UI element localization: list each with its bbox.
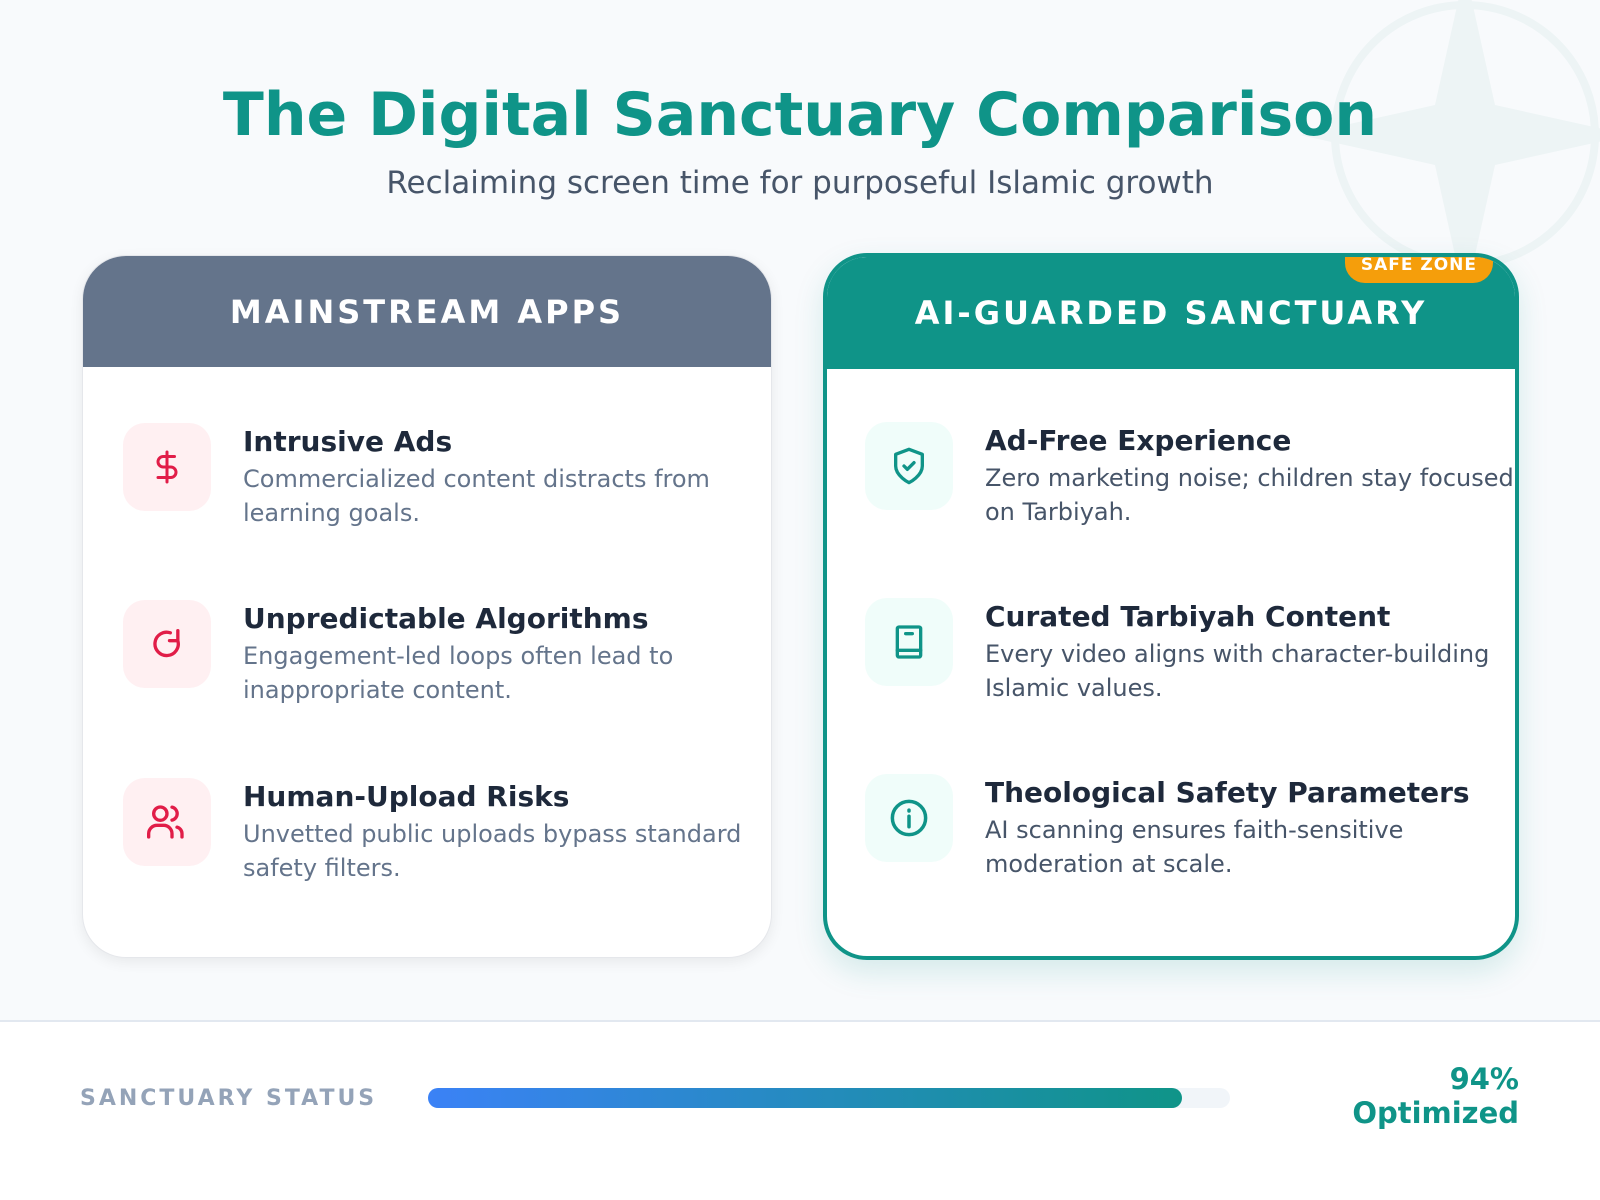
list-item: Ad-Free Experience Zero marketing noise; …: [865, 422, 1515, 529]
book-icon: [865, 598, 953, 686]
status-label: SANCTUARY STATUS: [80, 1086, 378, 1111]
item-description: Zero marketing noise; children stay focu…: [985, 464, 1514, 526]
list-item: Theological Safety Parameters AI scanning…: [865, 774, 1515, 881]
page-subtitle: Reclaiming screen time for purposeful Is…: [386, 165, 1214, 201]
status-text: Optimized: [1352, 1096, 1519, 1130]
ai-guarded-sanctuary-card: AI-GUARDED SANCTUARY SAFE ZONE Ad-Free E…: [823, 253, 1519, 960]
list-item: Intrusive Ads Commercialized content dist…: [123, 423, 771, 530]
info-icon: [865, 774, 953, 862]
item-title: Curated Tarbiyah Content: [985, 600, 1391, 633]
item-title: Human-Upload Risks: [243, 780, 570, 813]
item-description: Commercialized content distracts from le…: [243, 465, 710, 527]
list-item: Human-Upload Risks Unvetted public upload…: [123, 778, 771, 885]
status-percent: 94%: [1449, 1062, 1519, 1096]
item-title: Unpredictable Algorithms: [243, 602, 649, 635]
item-title: Theological Safety Parameters: [985, 776, 1470, 809]
page-title: The Digital Sanctuary Comparison: [222, 80, 1378, 150]
list-item: Curated Tarbiyah Content Every video alig…: [865, 598, 1515, 705]
safe-zone-badge: SAFE ZONE: [1344, 257, 1493, 283]
mainstream-apps-card: MAINSTREAM APPS Intrusive Ads Commerciali…: [82, 255, 772, 958]
users-icon: [123, 778, 211, 866]
item-description: AI scanning ensures faith-sensitive mode…: [985, 816, 1404, 878]
dollar-icon: [123, 423, 211, 511]
refresh-loop-icon: [123, 600, 211, 688]
card-header: MAINSTREAM APPS: [83, 256, 771, 367]
item-title: Ad-Free Experience: [985, 424, 1292, 457]
progress-fill: [428, 1088, 1182, 1108]
item-description: Unvetted public uploads bypass standard …: [243, 820, 742, 882]
item-description: Engagement-led loops often lead to inapp…: [243, 642, 674, 704]
item-title: Intrusive Ads: [243, 425, 453, 458]
status-progress-bar: [428, 1088, 1230, 1108]
list-item: Unpredictable Algorithms Engagement-led l…: [123, 600, 771, 707]
status-value: 94% Optimized: [1352, 1062, 1519, 1130]
shield-check-icon: [865, 422, 953, 510]
item-description: Every video aligns with character-buildi…: [985, 640, 1490, 702]
status-footer: SANCTUARY STATUS 94% Optimized: [0, 1020, 1600, 1200]
